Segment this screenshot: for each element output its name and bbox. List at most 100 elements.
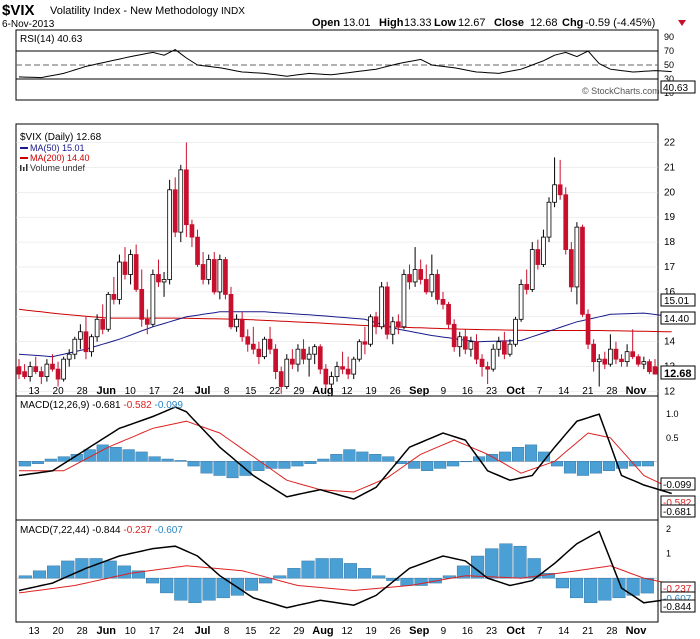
macd1-hist-bar [304,461,317,464]
macd1-hist-bar [356,451,369,462]
candle-body [172,189,178,233]
close-tag [660,365,696,380]
macd1-hist-bar [174,460,187,462]
candle-body [635,356,641,365]
rsi-tick-30: 30 [664,74,674,84]
candle-body [608,348,613,365]
x-tick-9: 9 [441,626,447,637]
macd2-hist-bar [400,577,414,586]
macd1-hist-bar [602,461,615,471]
candle-body [206,259,212,280]
macd1-hist-bar [70,454,83,462]
macd1-legend-hist: -0.099 [155,400,184,411]
price-tick-17: 17 [664,262,676,273]
macd2-legend-hist: -0.607 [155,525,184,536]
ma50-legend: MA(50) 15.01 [30,143,85,153]
candle-body [507,343,513,355]
macd1-hist-bar [421,461,434,471]
candle-body [278,371,284,387]
macd1-hist-bar [499,451,512,462]
macd1-hist-tag-value: -0.099 [663,480,692,491]
low-label: Low [434,17,456,29]
macd2-hist-bar [188,577,202,603]
candle-body [33,366,39,373]
candle-body [451,323,457,348]
candle-body [317,346,323,370]
x-tick-Jul: Jul [195,385,211,397]
quote-date: 6-Nov-2013 [2,19,55,30]
x-tick-15: 15 [245,626,257,637]
exchange: INDX [221,6,245,17]
macd1-hist-bar [447,461,460,467]
candle-body [128,254,133,275]
macd1-hist-bar [44,458,57,462]
macd2-hist-bar [584,577,598,603]
x-tick-10: 10 [125,386,137,397]
rsi-last-value: 40.63 [663,83,688,94]
macd2-hist-bar [315,558,329,579]
candle-body [83,331,89,353]
candle-body [652,366,658,375]
macd1-hist-bar [31,461,44,464]
ma50-tag-value: 15.01 [664,296,689,307]
x-tick-Nov: Nov [626,625,648,637]
x-tick-20: 20 [53,386,65,397]
ma200-line [18,308,672,333]
volume-legend-icon [20,164,28,171]
candle-body [200,264,206,280]
x-tick-Aug: Aug [312,385,333,397]
x-tick-17: 17 [149,626,161,637]
candle-body [334,366,340,377]
candle-body [368,316,373,345]
candle-body [474,341,479,360]
macd1-hist-bar [512,447,525,462]
candle-body [546,201,552,238]
macd2-legend-signal: -0.237 [123,525,152,536]
candle-body [563,194,569,250]
candle-body [485,366,490,370]
candle-body [195,236,200,265]
candle-body [94,318,100,338]
candle-body [351,358,357,375]
macd1-macd-tag-value: -0.681 [663,507,692,518]
candle-body [122,261,128,275]
macd2-hist-bar [499,543,513,579]
candle-body [412,269,418,283]
x-tick-28: 28 [77,626,89,637]
x-tick-13: 13 [28,626,40,637]
macd2-hist-bar [131,570,145,579]
ma50-tag [660,293,696,307]
x-tick-7: 7 [537,626,543,637]
x-tick-13: 13 [28,386,40,397]
macd2-hist-bar [358,568,372,579]
macd1-hist-bar [187,461,200,467]
macd1-signal-line [19,420,672,493]
macd1-hist-bar [226,461,239,479]
macd1-tick-0.5: 0.5 [666,433,679,443]
macd2-hist-bar [259,577,273,584]
candle-body [596,358,602,363]
candle-body [234,318,239,328]
candle-body [630,351,636,358]
macd2-hist-bar [414,577,428,586]
x-tick-22: 22 [269,386,281,397]
macd2-legend: MACD(7,22,44) -0.844 -0.237 -0.607 [20,525,183,536]
x-tick-10: 10 [125,626,137,637]
x-tick-29: 29 [293,386,305,397]
x-tick-19: 19 [366,626,378,637]
macd2-hist-bar [386,577,400,581]
candle-body [89,336,94,353]
x-tick-22: 22 [269,626,281,637]
x-tick-12: 12 [341,386,353,397]
candle-body [490,348,496,370]
candle-body [557,184,563,196]
candle-body [440,298,446,305]
macd2-hist-bar [301,560,315,579]
macd1-legend-prefix: MACD(12,26,9) [20,400,89,411]
candle-body [167,189,172,280]
candle-body [16,366,22,375]
candle-body [245,336,251,345]
candle-body [496,341,502,350]
macd2-hist-bar [287,568,301,579]
candle-body [407,274,412,283]
